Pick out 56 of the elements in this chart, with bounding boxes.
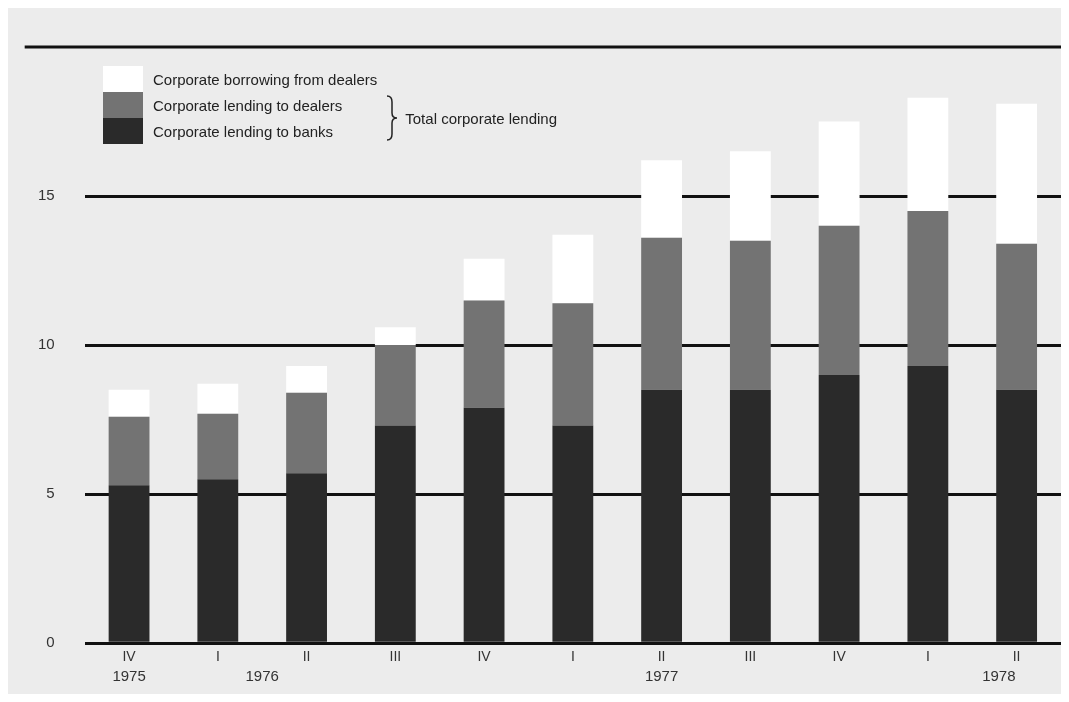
bar <box>996 243 1038 390</box>
bar <box>729 389 771 642</box>
y-tick-label: 15 <box>38 186 55 204</box>
annotation: Total corporate lending <box>405 109 558 127</box>
text: 1977 <box>644 666 679 684</box>
bar <box>108 485 150 642</box>
bar <box>108 416 150 486</box>
bar <box>996 389 1038 642</box>
bar <box>463 407 505 642</box>
bar <box>907 97 949 211</box>
y-tick-label: 10 <box>38 335 55 353</box>
bar <box>996 103 1038 244</box>
bar <box>641 160 683 238</box>
text: 1975 <box>112 666 146 684</box>
legend-label: Corporate lending to dealers <box>153 96 343 114</box>
text: 1976 <box>245 666 279 684</box>
bar <box>641 237 683 390</box>
x-tick-label: II <box>302 648 311 665</box>
bar <box>286 473 327 642</box>
x-tick-label: IV <box>122 648 137 665</box>
x-tick-label: I <box>570 648 575 665</box>
x-tick-label: III <box>744 648 757 665</box>
bar <box>818 225 860 375</box>
bar <box>552 234 594 304</box>
y-tick-label: 5 <box>46 484 55 502</box>
bar <box>374 327 416 346</box>
bar <box>729 151 771 241</box>
bar <box>374 425 416 642</box>
x-tick-label: IV <box>832 648 847 665</box>
x-tick-label: I <box>215 648 220 665</box>
x-tick-label: II <box>1012 648 1021 665</box>
bar <box>108 389 150 417</box>
bar <box>818 121 860 226</box>
bar <box>818 374 860 642</box>
bar <box>374 345 416 426</box>
bar <box>552 303 594 426</box>
bar <box>729 240 771 390</box>
bar <box>641 389 683 642</box>
bar <box>552 425 594 642</box>
bar <box>197 479 239 642</box>
x-tick-label: I <box>925 648 930 665</box>
bar <box>907 365 949 642</box>
y-tick-label: 0 <box>46 633 55 651</box>
bar <box>286 365 327 393</box>
x-tick-label: IV <box>477 648 492 665</box>
bar <box>463 258 505 301</box>
bar <box>907 210 949 366</box>
legend-label: Corporate borrowing from dealers <box>153 70 378 88</box>
legend-label: Corporate lending to banks <box>153 122 334 140</box>
bar <box>197 413 239 480</box>
text: 1978 <box>982 666 1016 684</box>
x-tick-label: III <box>389 648 402 665</box>
bar <box>463 300 505 408</box>
bar <box>197 383 239 414</box>
bar <box>286 392 327 474</box>
x-tick-label: II <box>657 648 666 665</box>
